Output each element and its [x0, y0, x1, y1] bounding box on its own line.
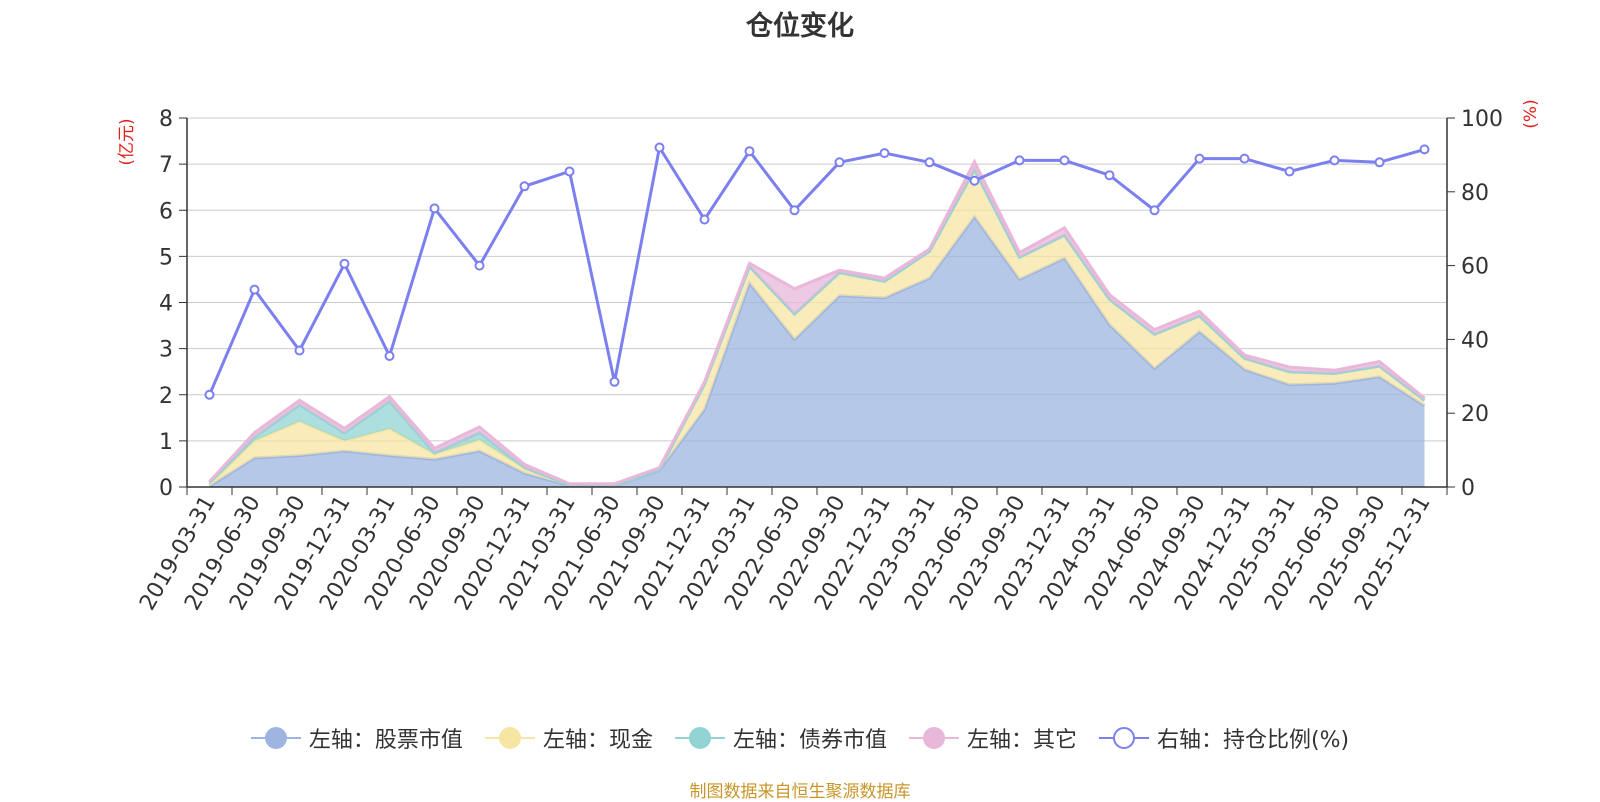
legend-item-ratio[interactable]: 右轴：持仓比例(%)	[1098, 722, 1350, 754]
left-tick-label: 4	[159, 292, 173, 317]
ratio-line	[208, 143, 1425, 396]
right-tick-label: 80	[1461, 181, 1489, 206]
left-tick-label: 0	[159, 476, 173, 501]
ratio-point	[1419, 144, 1430, 155]
legend-swatch-icon	[1098, 724, 1149, 752]
area-edge-other	[208, 158, 1426, 486]
right-axis-unit: (%)	[1521, 99, 1541, 128]
right-tick-label: 40	[1461, 328, 1489, 353]
left-tick-label: 6	[159, 199, 173, 224]
legend-swatch-icon	[908, 724, 959, 752]
ratio-point	[699, 214, 710, 225]
ratio-point	[654, 142, 665, 153]
ratio-point	[1149, 205, 1160, 216]
legend-item-stock[interactable]: 左轴：股票市值	[250, 722, 463, 754]
legend-label: 左轴：股票市值	[308, 728, 463, 753]
legend-swatch-icon	[484, 724, 535, 752]
ratio-point	[1329, 155, 1340, 166]
right-tick-label: 0	[1461, 476, 1475, 501]
legend-item-bond[interactable]: 左轴：债券市值	[674, 722, 887, 754]
right-tick-label: 100	[1461, 107, 1503, 132]
ratio-point	[1194, 153, 1205, 164]
legend-swatch-icon	[674, 724, 725, 752]
area-cash	[209, 169, 1425, 487]
source-footer: 制图数据来自恒生聚源数据库	[689, 782, 911, 802]
ratio-point	[204, 389, 215, 400]
ratio-point	[474, 260, 485, 271]
ratio-point	[294, 345, 305, 356]
left-tick-label: 3	[159, 338, 173, 363]
left-tick-label: 2	[159, 384, 173, 409]
legend-label: 左轴：其它	[966, 728, 1077, 753]
legend-swatch-icon	[250, 724, 301, 752]
left-tick-label: 1	[159, 430, 173, 455]
ratio-point	[744, 146, 755, 157]
area-series-group	[208, 158, 1426, 488]
ratio-point	[879, 148, 890, 159]
ratio-point	[384, 351, 395, 361]
ratio-point	[789, 205, 800, 216]
right-tick-label: 60	[1461, 255, 1489, 280]
ratio-point	[339, 258, 350, 269]
area-stock	[209, 216, 1425, 487]
ratio-point	[429, 203, 440, 214]
legend: 左轴：股票市值 左轴：现金 左轴：债券市值 左轴：其它 右轴：持仓比例(%)	[0, 722, 1600, 754]
left-axis-unit: (亿元)	[117, 118, 137, 165]
ratio-point	[609, 376, 620, 387]
ratio-point	[969, 175, 980, 186]
left-tick-label: 8	[159, 107, 173, 132]
ratio-point	[249, 284, 260, 295]
ratio-point	[924, 157, 935, 168]
legend-item-other[interactable]: 左轴：其它	[908, 722, 1077, 754]
legend-label: 左轴：现金	[542, 728, 653, 753]
chart-title: 仓位变化	[746, 11, 854, 42]
ratio-point	[1104, 170, 1115, 181]
ratio-point	[1059, 155, 1070, 166]
ratio-point	[519, 181, 530, 192]
legend-label: 左轴：债券市值	[732, 728, 887, 753]
ratio-point	[1284, 166, 1295, 177]
left-tick-label: 5	[159, 245, 173, 270]
legend-label: 右轴：持仓比例(%)	[1156, 728, 1350, 753]
ratio-point	[1239, 153, 1250, 164]
ratio-point	[1014, 155, 1025, 166]
ratio-point	[834, 157, 845, 168]
left-tick-label: 7	[159, 153, 173, 178]
right-tick-label: 20	[1461, 402, 1489, 427]
legend-item-cash[interactable]: 左轴：现金	[484, 722, 653, 754]
ratio-point	[564, 166, 575, 177]
ratio-point	[1374, 157, 1385, 168]
ratio-line-group	[204, 142, 1430, 400]
